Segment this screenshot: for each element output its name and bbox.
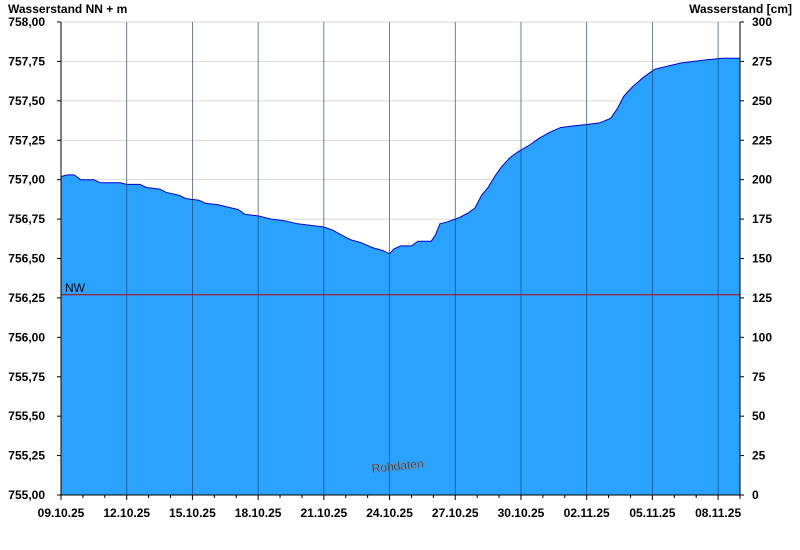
water-level-line <box>60 57 740 255</box>
y-right-tick-label: 100 <box>752 330 772 344</box>
x-tick-label: 05.11.25 <box>629 506 675 520</box>
y-axis-left-title: Wasserstand NN + m <box>8 2 128 16</box>
y-axis-right-title: Wasserstand [cm] <box>689 2 792 16</box>
y-left-tick-label: 755,50 <box>8 409 45 423</box>
y-right-tick-label: 0 <box>752 488 759 502</box>
y-right-tick-label: 125 <box>752 291 772 305</box>
x-tick-label: 02.11.25 <box>564 506 610 520</box>
y-right-tick-label: 300 <box>752 15 772 29</box>
y-right-tick-label: 225 <box>752 133 772 147</box>
x-tick-label: 09.10.25 <box>38 506 85 520</box>
x-tick-label: 18.10.25 <box>235 506 282 520</box>
reference-line-label: NW <box>65 281 86 295</box>
y-left-tick-label: 756,50 <box>8 252 45 266</box>
y-right-tick-label: 25 <box>752 449 766 463</box>
y-left-tick-label: 756,25 <box>8 291 45 305</box>
x-tick-label: 08.11.25 <box>695 506 741 520</box>
x-tick-label: 21.10.25 <box>300 506 347 520</box>
y-left-tick-label: 757,75 <box>8 54 45 68</box>
y-left-tick-label: 755,75 <box>8 370 45 384</box>
y-right-tick-label: 250 <box>752 94 772 108</box>
y-right-tick-label: 175 <box>752 212 772 226</box>
x-tick-label: 30.10.25 <box>498 506 545 520</box>
y-left-tick-label: 755,00 <box>8 488 45 502</box>
y-left-tick-label: 757,50 <box>8 94 45 108</box>
x-tick-label: 15.10.25 <box>169 506 216 520</box>
x-tick-label: 27.10.25 <box>432 506 479 520</box>
y-right-tick-label: 50 <box>752 409 766 423</box>
y-right-tick-label: 275 <box>752 54 772 68</box>
y-left-tick-label: 756,75 <box>8 212 45 226</box>
y-left-tick-label: 756,00 <box>8 330 45 344</box>
y-left-tick-label: 755,25 <box>8 449 45 463</box>
watermark-rohdaten: Rohdaten <box>371 456 424 475</box>
y-right-tick-label: 75 <box>752 370 766 384</box>
water-level-area <box>61 58 740 496</box>
y-left-tick-label: 758,00 <box>8 15 45 29</box>
y-left-tick-label: 757,25 <box>8 133 45 147</box>
x-tick-label: 24.10.25 <box>366 506 413 520</box>
y-right-tick-label: 150 <box>752 252 772 266</box>
y-right-tick-label: 200 <box>752 173 772 187</box>
y-left-tick-label: 757,00 <box>8 173 45 187</box>
x-tick-label: 12.10.25 <box>103 506 150 520</box>
